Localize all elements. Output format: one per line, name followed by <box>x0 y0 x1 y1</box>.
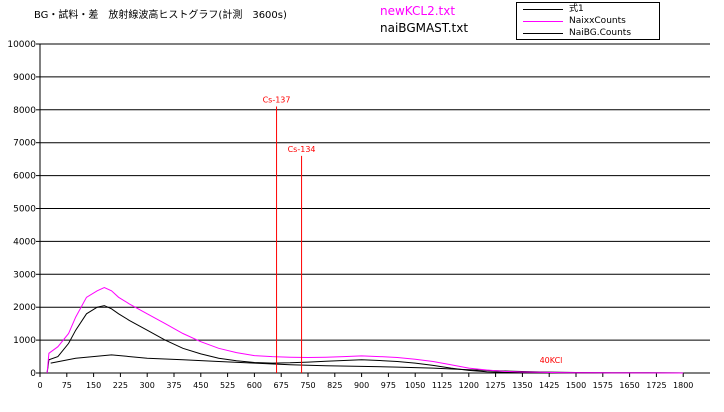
y-tick-label: 10000 <box>7 40 36 50</box>
x-tick-label: 1800 <box>673 381 693 390</box>
x-tick-label: 1275 <box>485 381 505 390</box>
y-tick-label: 1000 <box>13 336 36 346</box>
background-file-label: naiBGMAST.txt <box>380 21 469 35</box>
legend: 式1 NaixxCounts NaiBG.Counts <box>516 2 660 40</box>
peak-annotations: Cs-137 Cs-134 40KCl <box>263 96 563 373</box>
x-tick-label: 1125 <box>432 381 452 390</box>
x-tick-label: 1650 <box>619 381 639 390</box>
y-tick-label: 3000 <box>13 270 36 280</box>
x-tick-label: 1050 <box>405 381 425 390</box>
legend-label: NaixxCounts <box>569 16 626 26</box>
y-tick-label: 4000 <box>13 237 36 247</box>
x-tick-label: 675 <box>274 381 289 390</box>
legend-swatch <box>523 33 563 34</box>
y-tick-label: 0 <box>30 369 36 379</box>
x-tick-label: 1200 <box>459 381 479 390</box>
series-line-2 <box>46 305 684 374</box>
legend-item-series-2: NaiBG.Counts <box>517 28 659 39</box>
x-tick-label: 0 <box>37 381 42 390</box>
y-tick-label: 7000 <box>13 139 36 149</box>
x-tick-label: 750 <box>300 381 315 390</box>
grid-lines <box>40 43 710 341</box>
sample-file-label: newKCL2.txt <box>380 4 456 18</box>
legend-swatch <box>523 9 563 10</box>
x-tick-label: 225 <box>113 381 128 390</box>
x-tick-label: 1350 <box>512 381 532 390</box>
series-lines <box>46 286 684 374</box>
x-tick-label: 525 <box>220 381 235 390</box>
x-tick-label: 1575 <box>593 381 613 390</box>
y-tick-label: 8000 <box>13 106 36 116</box>
legend-item-series-1: NaixxCounts <box>517 16 659 27</box>
x-tick-label: 900 <box>354 381 369 390</box>
peak-label: Cs-137 <box>263 96 291 105</box>
x-tick-label: 975 <box>381 381 396 390</box>
x-tick-label: 1500 <box>566 381 586 390</box>
x-tick-label: 825 <box>327 381 342 390</box>
chart-title: BG・試料・差 放射線波高ヒストグラフ(計測 3600s) <box>34 10 287 21</box>
legend-label: NaiBG.Counts <box>569 28 632 38</box>
x-tick-label: 300 <box>140 381 155 390</box>
legend-swatch <box>523 21 563 22</box>
series-line-1 <box>46 286 684 374</box>
y-tick-label: 5000 <box>13 205 36 215</box>
y-tick-label: 2000 <box>13 303 36 313</box>
x-tick-label: 600 <box>247 381 262 390</box>
x-tick-label: 75 <box>62 381 72 390</box>
series-line-0 <box>50 354 684 374</box>
x-tick-label: 1425 <box>539 381 559 390</box>
legend-item-series-0: 式1 <box>517 4 659 15</box>
y-tick-label: 9000 <box>13 73 36 83</box>
legend-label: 式1 <box>569 4 584 14</box>
peak-label: Cs-134 <box>288 145 316 154</box>
x-tick-label: 375 <box>166 381 181 390</box>
y-tick-label: 6000 <box>13 172 36 182</box>
x-tick-label: 150 <box>86 381 101 390</box>
peak-label: 40KCl <box>540 356 563 365</box>
x-tick-label: 1725 <box>646 381 666 390</box>
x-tick-label: 450 <box>193 381 208 390</box>
axes: 0100020003000400050006000700080009000100… <box>7 40 710 390</box>
